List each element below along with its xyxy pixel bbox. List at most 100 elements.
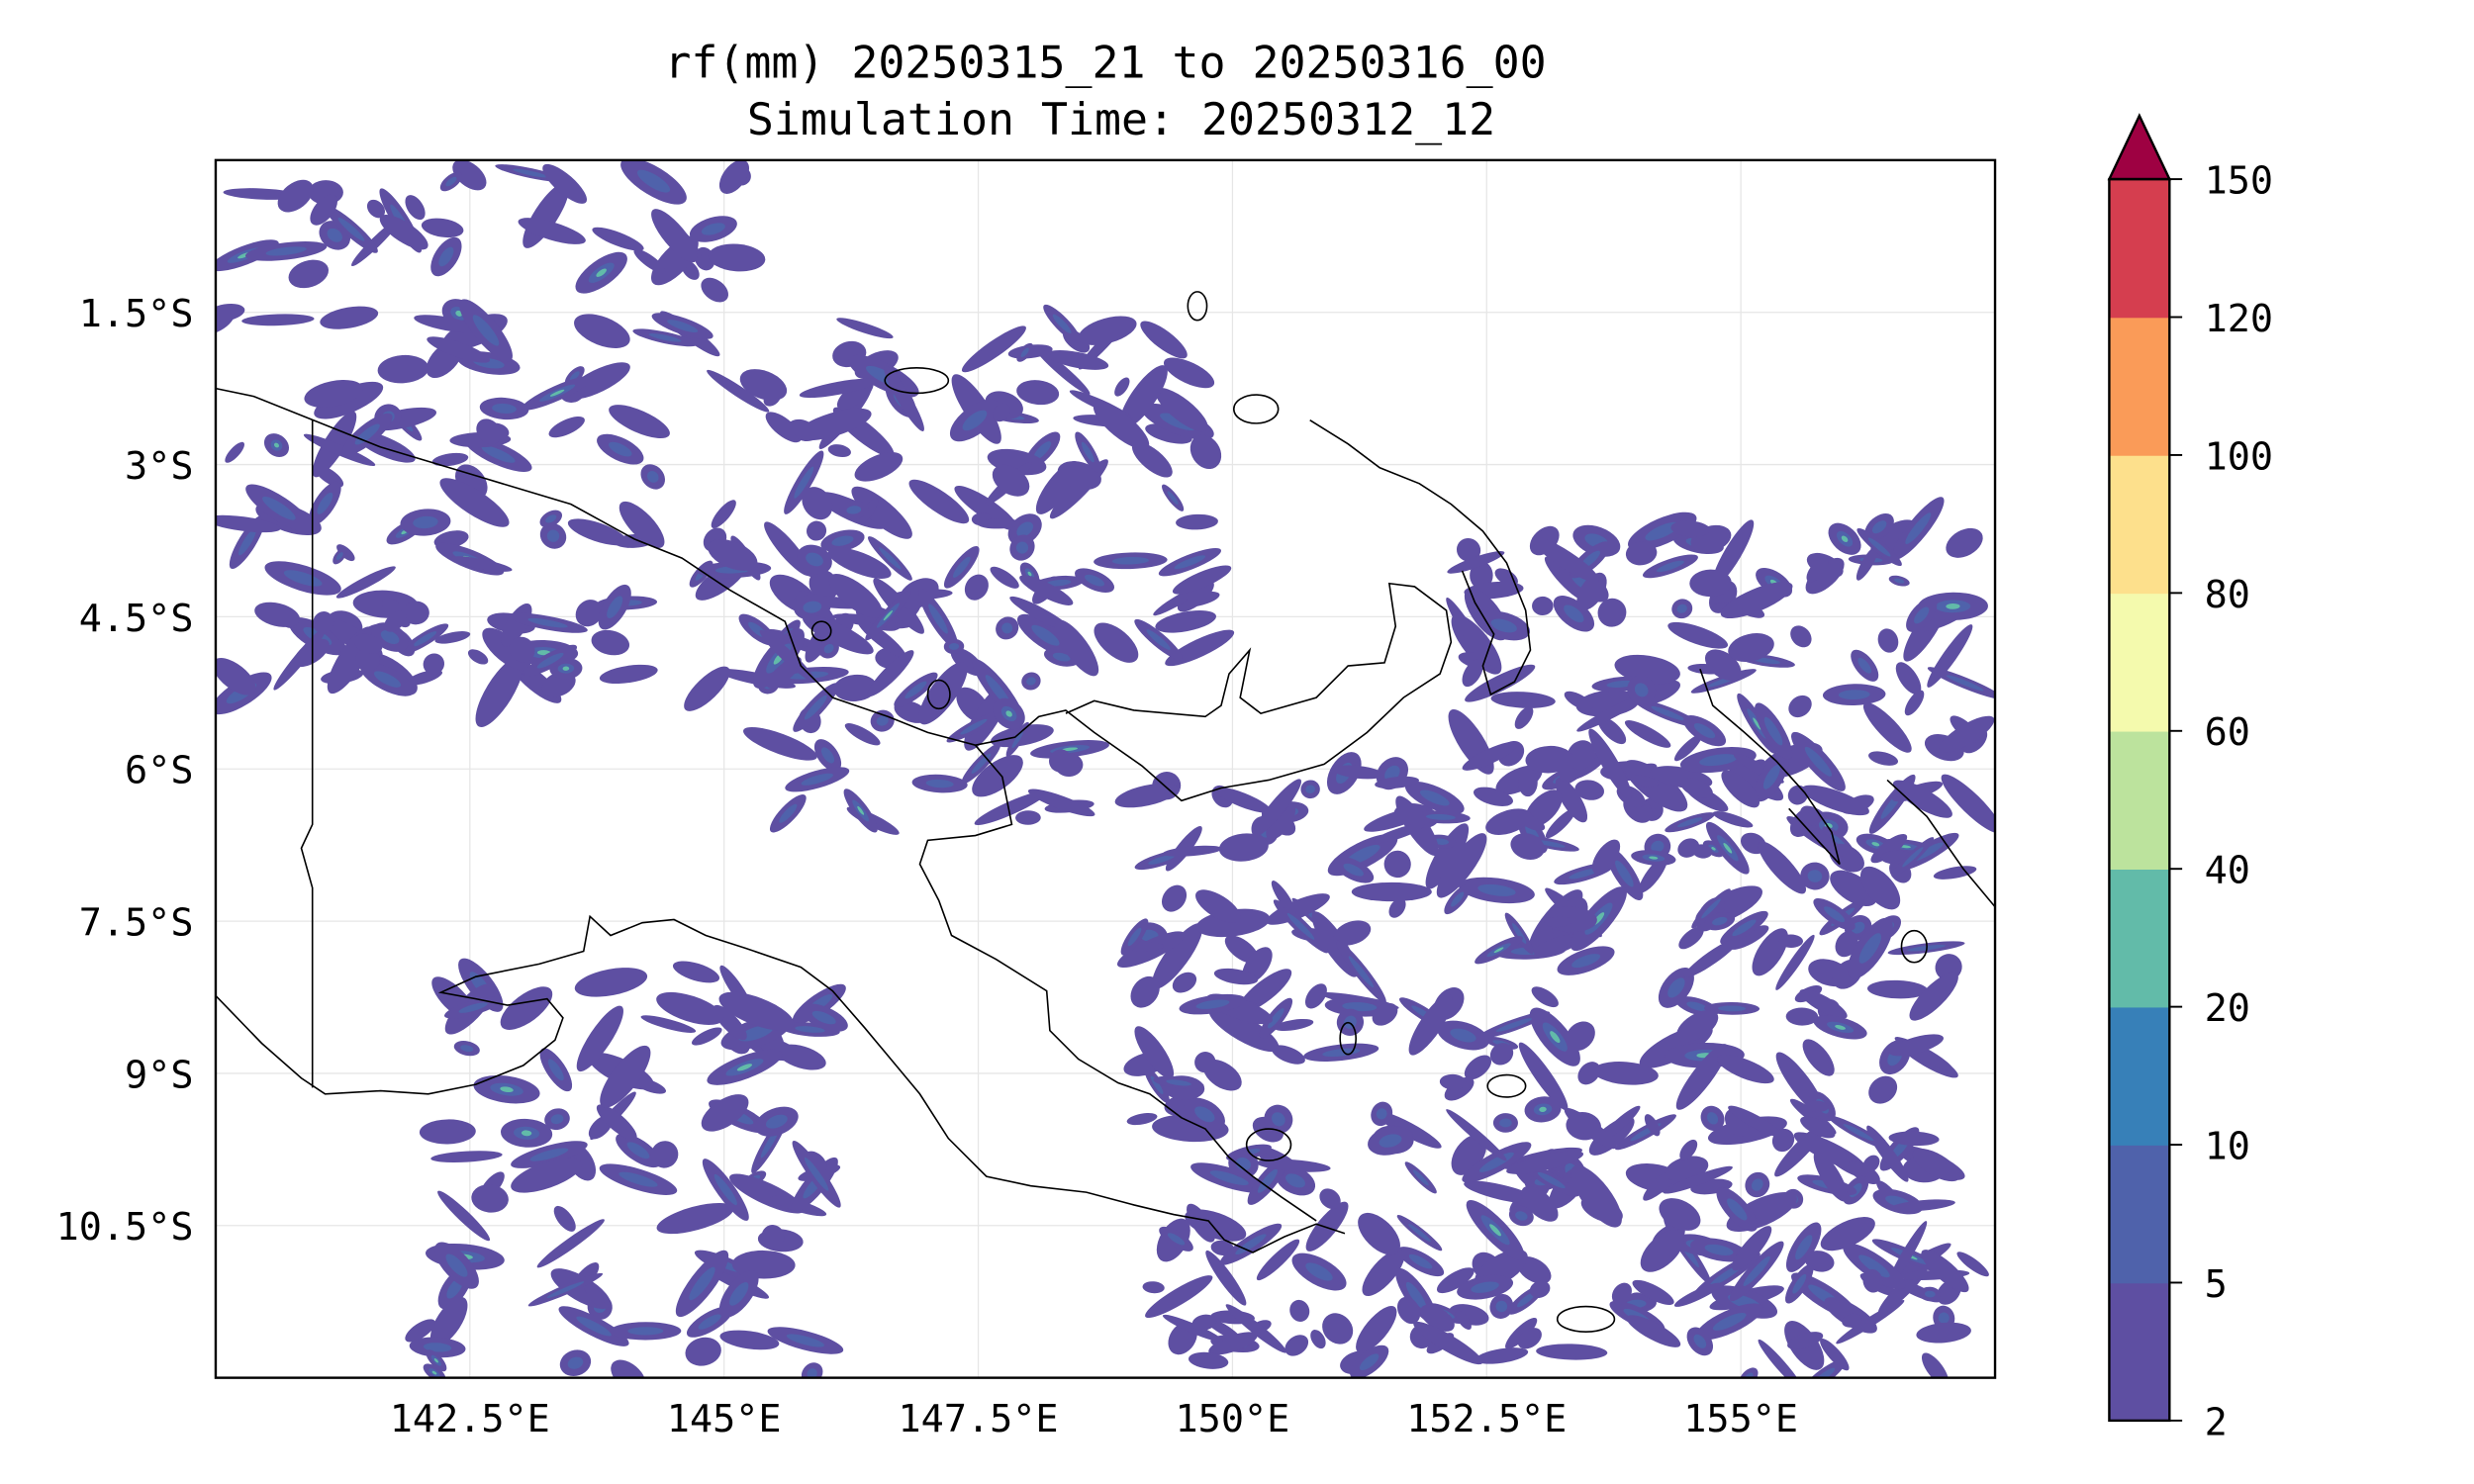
rain-contour-2-5mm [1304, 983, 1327, 1009]
rain-contour-5-10mm [1011, 730, 1024, 749]
rain-contour-5-10mm [1419, 789, 1450, 806]
rain-contour-5-10mm [238, 528, 256, 556]
rain-contour-5-10mm [738, 1025, 774, 1042]
rain-contour-2-5mm [215, 514, 281, 533]
rain-contour-5-10mm [1408, 1253, 1433, 1269]
rain-contour-5-10mm [1148, 854, 1176, 865]
rain-contour-5-10mm [380, 630, 400, 645]
rain-contour-2-5mm [640, 1015, 697, 1033]
rain-contour-5-10mm [547, 1059, 564, 1081]
rain-contour-2-5mm [1517, 813, 1546, 831]
rain-contour-5-10mm [445, 1253, 468, 1277]
colorbar-segment [2109, 454, 2170, 595]
rain-contour-2-5mm [1728, 925, 1769, 950]
rain-contour-20-40mm [596, 268, 607, 277]
rain-contour-5-10mm [1016, 521, 1034, 537]
rain-contour-2-5mm [1877, 628, 1899, 653]
rain-contour-5-10mm [627, 1327, 664, 1336]
rain-contour-2-5mm [434, 631, 471, 644]
rain-contour-2-5mm [1517, 1328, 1542, 1349]
rain-contour-5-10mm [1412, 1169, 1429, 1186]
rain-contour-5-10mm [1536, 840, 1566, 848]
rain-contour-2-5mm [310, 194, 338, 226]
rain-contour-2-5mm [1667, 621, 1729, 649]
rain-contour-5-10mm [1031, 624, 1060, 646]
rain-contour-5-10mm [1871, 520, 1887, 534]
rain-contour-2-5mm [1155, 609, 1216, 633]
rain-contour-20-40mm [1753, 717, 1761, 730]
rain-contour-5-10mm [806, 552, 823, 567]
island-manus [884, 366, 950, 395]
rain-contour-2-5mm [1870, 833, 1908, 864]
rain-contour-5-10mm [1376, 1108, 1387, 1120]
rain-contour-20-40mm [1835, 1024, 1846, 1030]
rain-contour-5-10mm [1001, 622, 1013, 634]
rain-contour-5-10mm [550, 1114, 564, 1125]
y-tick-label: 9°S [125, 1053, 193, 1097]
rain-contour-2-5mm [431, 452, 469, 467]
rain-contour-2-5mm [1675, 1044, 1728, 1110]
rain-contour-2-5mm [1319, 1188, 1341, 1210]
rain-contour-5-10mm [1893, 578, 1905, 584]
rain-contour-2-5mm [961, 325, 1026, 373]
rain-contour-5-10mm [513, 168, 549, 178]
rain-contour-5-10mm [1405, 1281, 1427, 1310]
rain-contour-20-40mm [857, 805, 865, 815]
rain-contour-2-5mm [1114, 377, 1130, 397]
rain-contour-2-5mm [476, 418, 502, 445]
rain-contour-5-10mm [527, 617, 568, 628]
x-tick-label: 155°E [1683, 1397, 1798, 1441]
rain-contour-5-10mm [823, 643, 834, 654]
colorbar-extend-triangle [2107, 113, 2172, 181]
rain-contour-2-5mm [1862, 1268, 1883, 1293]
rain-contour-2-5mm [1868, 751, 1899, 766]
rain-contour-5-10mm [1257, 1168, 1278, 1193]
rain-contour-2-5mm [1866, 979, 1928, 999]
rain-contour-2-5mm [599, 664, 658, 685]
rain-contour-2-5mm [452, 159, 487, 191]
rain-contour-2-5mm [1274, 1018, 1314, 1031]
rain-contour-2-5mm [1510, 833, 1545, 861]
rain-contour-2-5mm [1322, 1313, 1354, 1345]
coastline-huon-east [918, 744, 1317, 1222]
rain-contour-2-5mm [1271, 881, 1296, 916]
coastline-new-britain [1309, 419, 1532, 696]
coastline-new-guinea-south [215, 914, 1346, 1253]
rain-contour-2-5mm [1455, 1310, 1472, 1331]
rain-contour-2-5mm [1805, 557, 1845, 595]
rain-contour-5-10mm [1020, 347, 1029, 358]
rain-contour-2-5mm [576, 1005, 623, 1072]
rain-contour-2-5mm [1644, 1114, 1661, 1137]
rain-contour-2-5mm [1153, 584, 1204, 616]
rain-contour-2-5mm [1611, 1282, 1632, 1305]
rain-contour-2-5mm [536, 1219, 605, 1268]
rain-contour-2-5mm [1802, 1039, 1835, 1076]
rain-contour-2-5mm [633, 248, 666, 274]
rain-contour-5-10mm [1807, 870, 1823, 882]
rain-contour-5-10mm [337, 217, 365, 241]
rain-contour-5-10mm [636, 169, 671, 193]
rain-contour-2-5mm [1310, 1330, 1326, 1349]
rain-contour-5-10mm [445, 176, 457, 187]
rain-contour-2-5mm [1788, 695, 1812, 718]
rain-contour-20-40mm [736, 1064, 753, 1071]
rain-contour-2-5mm [851, 486, 912, 539]
rain-contour-2-5mm [1841, 794, 1874, 814]
rain-contour-2-5mm [1213, 787, 1272, 813]
rain-contour-2-5mm [273, 626, 327, 691]
rain-contour-5-10mm [458, 1002, 488, 1013]
rain-contour-2-5mm [656, 1202, 734, 1235]
rain-contour-20-40mm [883, 610, 893, 621]
y-tick-label: 6°S [125, 749, 193, 793]
rain-contour-5-10mm [1914, 606, 1930, 624]
rain-contour-20-40mm [1723, 842, 1733, 854]
rain-contour-2-5mm [1778, 934, 1804, 948]
rain-contour-2-5mm [1787, 1332, 1824, 1349]
rain-contour-2-5mm [1909, 972, 1958, 1021]
rain-contour-5-10mm [1052, 652, 1071, 662]
rain-contour-2-5mm [1597, 598, 1627, 627]
rain-contour-2-5mm [1848, 1160, 1880, 1185]
rain-contour-5-10mm [1343, 863, 1364, 877]
rain-contour-2-5mm [241, 314, 315, 326]
